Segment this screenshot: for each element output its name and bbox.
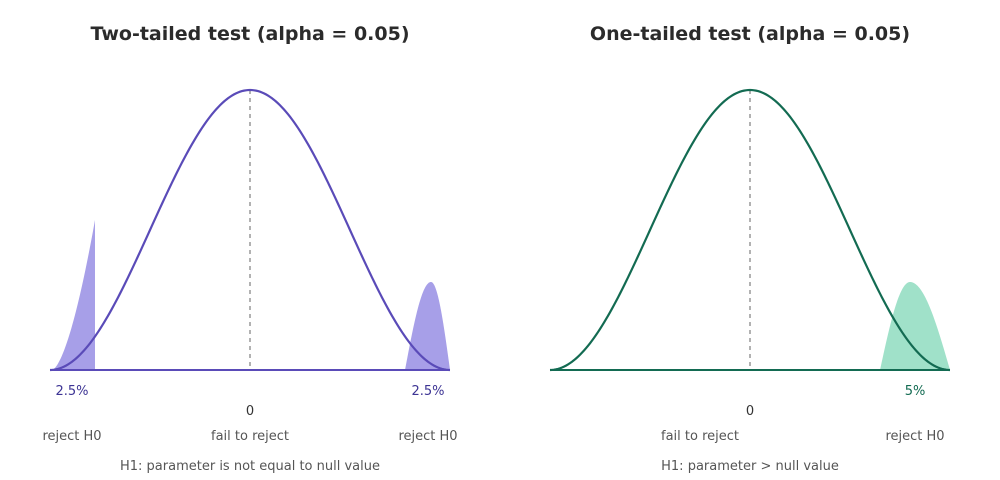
- region-label-reject-left: reject H0: [42, 429, 101, 444]
- one-tailed-panel: One-tailed test (alpha = 0.05) 5% 0 fail…: [549, 23, 951, 474]
- region-label-reject-right: reject H0: [398, 429, 457, 444]
- tail-label-left: 2.5%: [55, 384, 88, 399]
- chart-title: One-tailed test (alpha = 0.05): [590, 23, 910, 45]
- center-tick-label: 0: [746, 404, 754, 419]
- region-label-fail-to-reject: fail to reject: [211, 429, 289, 444]
- two-tailed-panel: Two-tailed test (alpha = 0.05) 2.5% 2.5%…: [42, 23, 457, 474]
- alternative-hypothesis: H1: parameter is not equal to null value: [120, 459, 380, 474]
- center-tick-label: 0: [246, 404, 254, 419]
- alternative-hypothesis: H1: parameter > null value: [661, 459, 839, 474]
- tail-label-right: 5%: [905, 384, 926, 399]
- rejection-region-right: [880, 282, 950, 370]
- chart-title: Two-tailed test (alpha = 0.05): [90, 23, 409, 45]
- region-label-reject-right: reject H0: [885, 429, 944, 444]
- tail-label-right: 2.5%: [411, 384, 444, 399]
- region-label-fail-to-reject: fail to reject: [661, 429, 739, 444]
- distribution-curve: [549, 88, 951, 372]
- distribution-curve: [49, 88, 451, 372]
- rejection-region-left: [52, 220, 95, 370]
- rejection-region-right: [405, 282, 450, 370]
